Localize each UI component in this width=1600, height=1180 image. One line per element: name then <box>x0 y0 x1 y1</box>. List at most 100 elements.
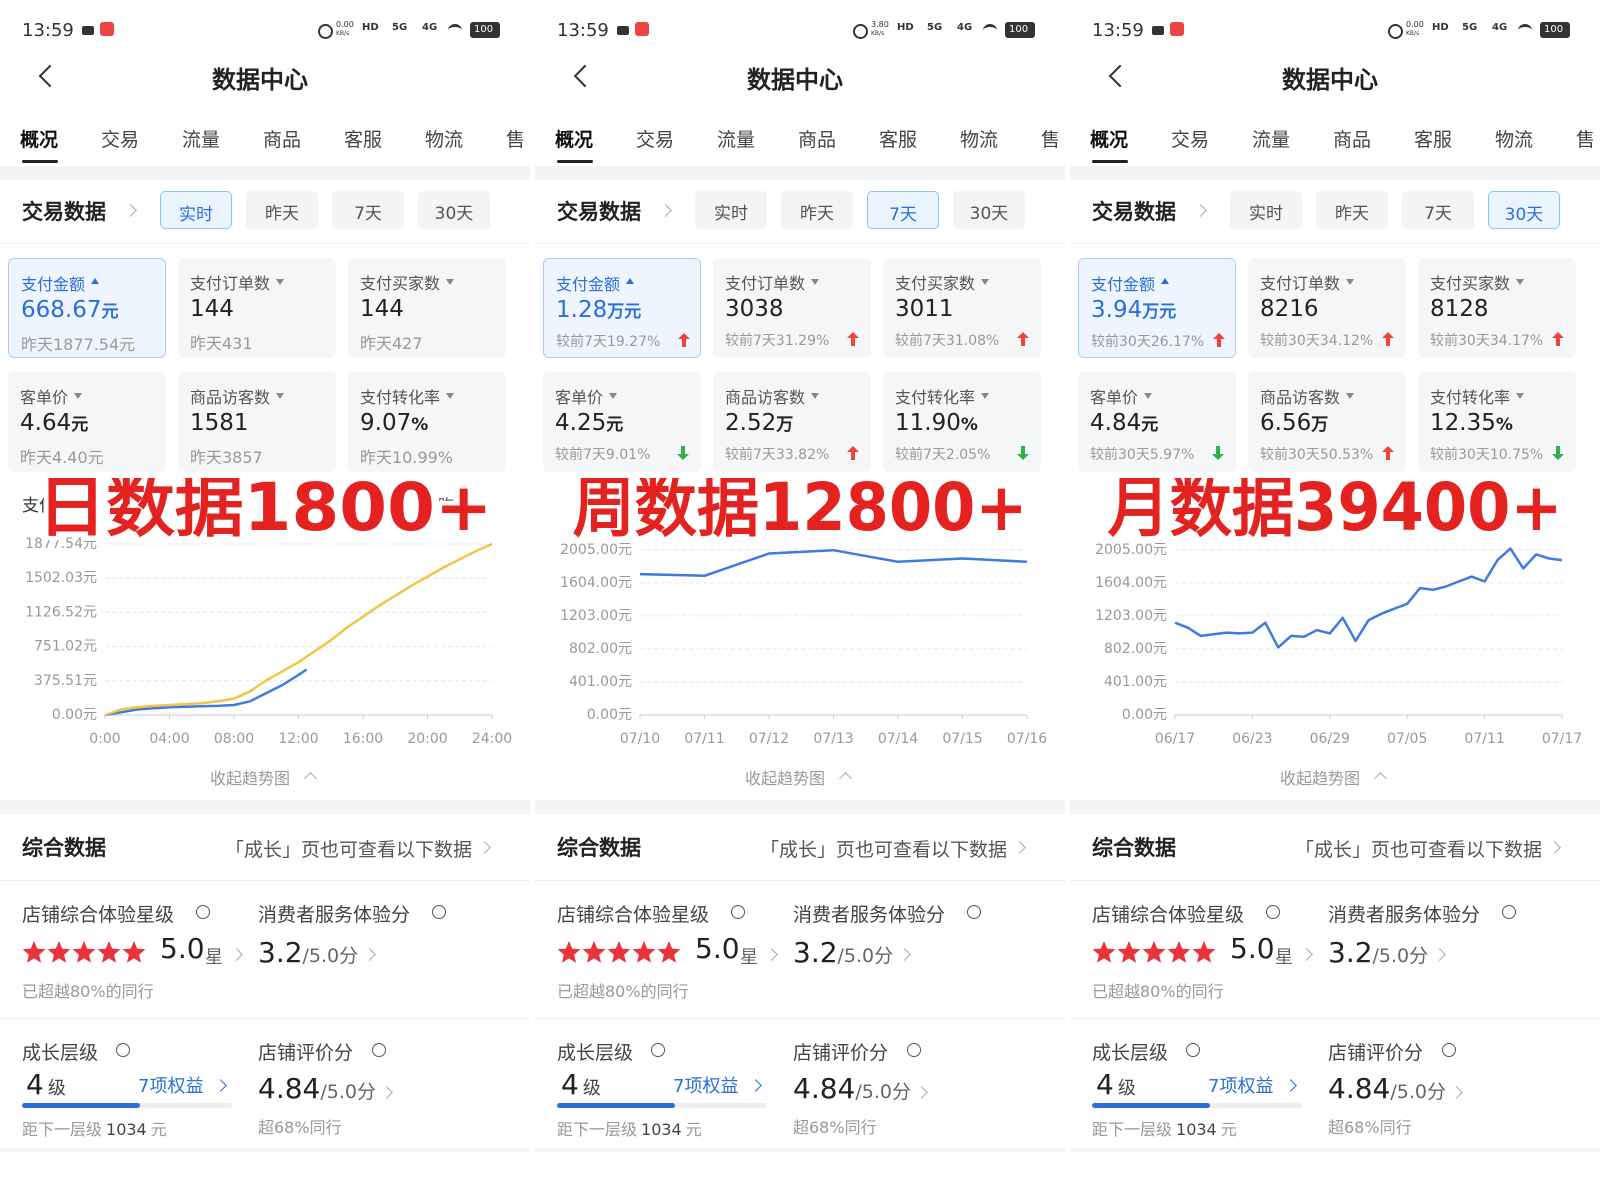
tab-underline <box>1092 160 1128 163</box>
score-value: 3.2 <box>793 936 838 969</box>
y-tick-label: 1126.52元 <box>25 604 97 620</box>
metric-card[interactable]: 支付金额 3.94万元 较前30天26.17% <box>1078 258 1236 358</box>
sort-arrow <box>1161 278 1169 284</box>
collapse-toggle[interactable]: 收起趋势图 <box>209 769 290 788</box>
metric-label: 商品访客数 <box>190 388 271 407</box>
metric-label: 店铺综合体验星级 <box>1092 904 1245 926</box>
section-hint[interactable]: 「成长」页也可查看以下数据 <box>1294 839 1542 861</box>
range-button[interactable]: 实时 <box>695 191 767 229</box>
range-button[interactable]: 30天 <box>953 191 1025 229</box>
range-button[interactable]: 实时 <box>160 191 232 229</box>
metric-value-row: 12.35% <box>1430 410 1513 436</box>
trend-arrow <box>1552 332 1564 346</box>
tab[interactable]: 流量 <box>717 129 756 151</box>
collapse-toggle[interactable]: 收起趋势图 <box>1279 769 1360 788</box>
metric-compare: 昨天4.40元 <box>20 448 104 467</box>
tab[interactable]: 售 <box>1041 129 1061 151</box>
rating-note: 超68%同行 <box>258 1118 342 1137</box>
tab[interactable]: 客服 <box>344 129 383 151</box>
tab[interactable]: 交易 <box>636 129 675 151</box>
range-button[interactable]: 昨天 <box>246 191 318 229</box>
tab[interactable]: 商品 <box>1333 129 1372 151</box>
tab[interactable]: 流量 <box>1252 129 1291 151</box>
tab[interactable]: 售 <box>506 129 526 151</box>
metric-value-row: 4.84元 <box>1090 410 1158 436</box>
metric-card[interactable]: 商品访客数 2.52万 较前7天33.82% <box>713 372 871 472</box>
tab[interactable]: 概况 <box>555 129 594 151</box>
range-button[interactable]: 7天 <box>1402 191 1474 229</box>
tab[interactable]: 流量 <box>182 129 221 151</box>
metric-card[interactable]: 支付买家数 8128 较前30天34.17% <box>1418 258 1576 358</box>
range-button[interactable]: 7天 <box>867 191 939 229</box>
section-hint[interactable]: 「成长」页也可查看以下数据 <box>759 839 1007 861</box>
metric-card[interactable]: 支付订单数 8216 较前30天34.12% <box>1248 258 1406 358</box>
metric-card[interactable]: 商品访客数 6.56万 较前30天50.53% <box>1248 372 1406 472</box>
tab[interactable]: 物流 <box>1495 129 1534 151</box>
metric-card[interactable]: 支付转化率 12.35% 较前30天10.75% <box>1418 372 1576 472</box>
tab[interactable]: 概况 <box>20 129 59 151</box>
range-button[interactable]: 30天 <box>418 191 490 229</box>
metric-card[interactable]: 商品访客数 1581 昨天3857 <box>178 372 336 472</box>
signal-label: HD <box>1432 22 1449 33</box>
y-tick-label: 1604.00元 <box>1095 575 1167 591</box>
rating-value: 5.0 <box>695 932 740 965</box>
collapse-toggle[interactable]: 收起趋势图 <box>744 769 825 788</box>
y-tick-label: 1502.03元 <box>25 570 97 586</box>
star-icon <box>1117 941 1141 963</box>
tab[interactable]: 交易 <box>101 129 140 151</box>
metric-card[interactable]: 支付金额 1.28万元 较前7天19.27% <box>543 258 701 358</box>
range-button[interactable]: 昨天 <box>1316 191 1388 229</box>
metric-card[interactable]: 客单价 4.25元 较前7天9.01% <box>543 372 701 472</box>
tab[interactable]: 商品 <box>798 129 837 151</box>
metric-card[interactable]: 支付转化率 11.90% 较前7天2.05% <box>883 372 1041 472</box>
next-level: 距下一层级 1034 元 <box>1092 1116 1237 1140</box>
chevron-icon <box>1013 841 1026 854</box>
rating-value: 5.0 <box>160 932 205 965</box>
sort-arrow <box>626 278 634 284</box>
metric-unit: 元 <box>606 415 624 435</box>
metric-unit: 元 <box>71 415 89 435</box>
chart-title: 支付 <box>22 496 56 516</box>
tab[interactable]: 物流 <box>960 129 999 151</box>
range-button[interactable]: 昨天 <box>781 191 853 229</box>
battery-level: 100 <box>474 24 494 35</box>
range-button[interactable]: 7天 <box>332 191 404 229</box>
benefit-link[interactable]: 7项权益 <box>1208 1076 1274 1097</box>
tab[interactable]: 商品 <box>263 129 302 151</box>
trend-arrow-shape <box>1017 446 1029 460</box>
metric-card[interactable]: 支付订单数 144 昨天431 <box>178 258 336 358</box>
alarm-icon <box>853 24 868 39</box>
metric-card[interactable]: 支付买家数 3011 较前7天31.08% <box>883 258 1041 358</box>
trend-arrow-shape <box>1382 446 1394 460</box>
tab[interactable]: 物流 <box>425 129 464 151</box>
metric-card[interactable]: 客单价 4.84元 较前30天5.97% <box>1078 372 1236 472</box>
metric-unit: % <box>1495 415 1513 435</box>
tab[interactable]: 客服 <box>879 129 918 151</box>
benefit-link[interactable]: 7项权益 <box>673 1076 739 1097</box>
metric-unit: 元 <box>1141 415 1159 435</box>
score-unit: /5.0分 <box>837 945 894 967</box>
metric-card[interactable]: 支付订单数 3038 较前7天31.29% <box>713 258 871 358</box>
section-hint[interactable]: 「成长」页也可查看以下数据 <box>224 839 472 861</box>
metric-card[interactable]: 客单价 4.64元 昨天4.40元 <box>8 372 166 472</box>
rating-note: 超68%同行 <box>1328 1118 1412 1137</box>
tab[interactable]: 客服 <box>1414 129 1453 151</box>
tab[interactable]: 交易 <box>1171 129 1210 151</box>
overlay-caption: 周数据12800+ <box>573 478 1028 546</box>
benefit-link[interactable]: 7项权益 <box>138 1076 204 1097</box>
star-icon <box>1192 941 1216 963</box>
x-tick-label: 07/12 <box>749 731 789 747</box>
metric-label: 商品访客数 <box>1260 388 1341 407</box>
rating-note: 已超越80%的同行 <box>557 982 689 1001</box>
section-title: 综合数据 <box>557 836 641 860</box>
metric-card[interactable]: 支付买家数 144 昨天427 <box>348 258 506 358</box>
metric-value-row: 144 <box>360 296 404 322</box>
series-line <box>1174 547 1563 649</box>
metric-card[interactable]: 支付转化率 9.07% 昨天10.99% <box>348 372 506 472</box>
metric-card[interactable]: 支付金额 668.67元 昨天1877.54元 <box>8 258 166 358</box>
range-button[interactable]: 实时 <box>1230 191 1302 229</box>
metric-label: 消费者服务体验分 <box>1328 904 1481 926</box>
tab[interactable]: 概况 <box>1090 129 1129 151</box>
range-button[interactable]: 30天 <box>1488 191 1560 229</box>
tab[interactable]: 售 <box>1576 129 1596 151</box>
